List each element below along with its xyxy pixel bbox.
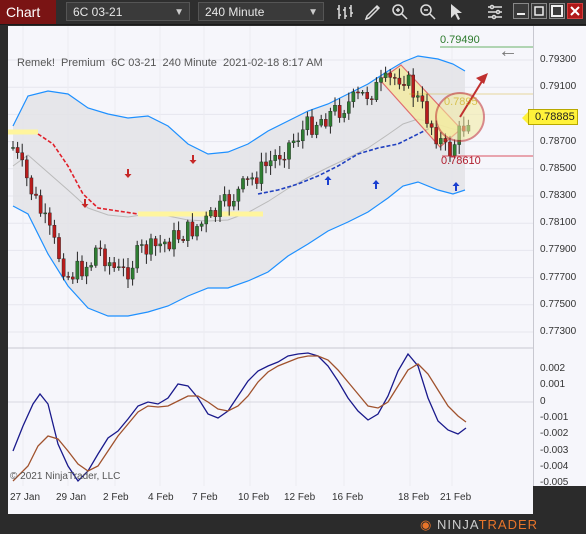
oscillator-fast-line bbox=[12, 352, 467, 483]
oscillator-tick-label: -0.003 bbox=[540, 444, 569, 456]
price-tick-label: 0.77300 bbox=[540, 326, 577, 337]
chevron-down-icon: ▼ bbox=[174, 7, 184, 18]
zoom-in-icon[interactable] bbox=[390, 2, 410, 22]
properties-icon[interactable] bbox=[485, 2, 505, 22]
lower-band-line bbox=[12, 181, 466, 317]
pointer-icon[interactable] bbox=[446, 2, 466, 22]
date-tick-label: 27 Jan bbox=[10, 492, 41, 503]
price-axis[interactable]: 0.793000.791000.789000.787000.785000.783… bbox=[533, 26, 586, 489]
date-tick-label: 10 Feb bbox=[238, 492, 270, 503]
channel-band-fill bbox=[13, 56, 465, 316]
oscillator-tick-label: 0.002 bbox=[540, 363, 566, 374]
price-tick-label: 0.79100 bbox=[540, 81, 577, 93]
date-tick-label: 16 Feb bbox=[332, 492, 364, 503]
price-tick-label: 0.78100 bbox=[540, 217, 577, 229]
ninjatrader-logo: ◉ NINJATRADER bbox=[420, 517, 538, 533]
restore-icon bbox=[534, 6, 544, 16]
trailing-stop-bullish bbox=[257, 123, 439, 195]
interval-label: 240 Minute bbox=[205, 5, 265, 19]
trailing-stop-bearish bbox=[37, 133, 139, 215]
date-tick-label: 12 Feb bbox=[284, 492, 316, 503]
oscillator-tick-label: -0.005 bbox=[540, 477, 569, 489]
price-tick-label: 0.77900 bbox=[540, 244, 577, 256]
back-arrow-icon[interactable]: ← bbox=[498, 40, 518, 62]
upper-level-label: 0.79490 bbox=[440, 34, 480, 46]
signal-arrows bbox=[81, 155, 460, 208]
oscillator-tick-label: 0 bbox=[540, 395, 546, 407]
chevron-down-icon: ▼ bbox=[308, 7, 318, 18]
price-tick-label: 0.79300 bbox=[540, 54, 577, 65]
date-tick-label: 18 Feb bbox=[398, 492, 430, 503]
toolbar: Chart 6C 03-21 ▼ 240 Minute ▼ bbox=[0, 0, 586, 25]
chart-tab[interactable]: Chart bbox=[0, 0, 56, 24]
instrument-selector[interactable]: 6C 03-21 ▼ bbox=[66, 2, 190, 21]
date-tick-label: 2 Feb bbox=[103, 492, 129, 503]
target-arrowhead bbox=[476, 73, 488, 84]
chart-header-label: Remek! Premium 6C 03-21 240 Minute 2021-… bbox=[17, 57, 323, 69]
date-tick-label: 7 Feb bbox=[192, 492, 218, 503]
restore-button[interactable] bbox=[531, 3, 547, 19]
upper-band-line bbox=[12, 55, 466, 155]
minimize-icon bbox=[517, 13, 525, 15]
candlesticks bbox=[11, 66, 471, 288]
date-tick-label: 29 Jan bbox=[56, 492, 87, 503]
bar-type-icon[interactable] bbox=[335, 2, 355, 22]
oscillator-tick-label: -0.002 bbox=[540, 428, 569, 440]
oscillator-tick-label: 0.001 bbox=[540, 379, 566, 391]
maximize-icon bbox=[551, 5, 563, 17]
instrument-label: 6C 03-21 bbox=[73, 5, 123, 19]
last-price-flag: 0.78885 bbox=[522, 109, 578, 125]
price-tick-label: 0.78500 bbox=[540, 162, 577, 174]
chart-panel[interactable]: Remek! Premium 6C 03-21 240 Minute 2021-… bbox=[8, 26, 576, 486]
zoom-out-icon[interactable] bbox=[418, 2, 438, 22]
minimize-button[interactable] bbox=[513, 3, 529, 19]
logo-mark-icon: ◉ bbox=[420, 517, 433, 532]
price-tick-label: 0.77500 bbox=[540, 298, 577, 310]
interval-selector[interactable]: 240 Minute ▼ bbox=[198, 2, 324, 21]
drawing-tool-icon[interactable] bbox=[363, 2, 383, 22]
mid-level-label: 0.7895 bbox=[444, 96, 478, 108]
date-axis[interactable]: 27 Jan 29 Jan 2 Feb 4 Feb 7 Feb 10 Feb 12 Feb 1… bbox=[8, 486, 533, 514]
maximize-button[interactable] bbox=[549, 3, 565, 19]
logo-text-first: NINJA bbox=[436, 517, 479, 532]
price-tick-label: 0.78300 bbox=[540, 190, 577, 201]
target-arrow bbox=[459, 77, 485, 118]
price-tick-label: 0.78700 bbox=[540, 135, 577, 147]
chart-canvas[interactable] bbox=[8, 26, 533, 486]
date-tick-label: 4 Feb bbox=[148, 492, 174, 503]
date-tick-label: 21 Feb bbox=[440, 492, 472, 503]
oscillator-slow-line bbox=[12, 355, 467, 482]
copyright-text: © 2021 NinjaTrader, LLC bbox=[10, 471, 121, 482]
lower-level-label: 0.78610 bbox=[441, 155, 481, 167]
oscillator-tick-label: -0.001 bbox=[540, 411, 569, 423]
oscillator-tick-label: -0.004 bbox=[540, 460, 569, 472]
logo-text-second: TRADER bbox=[478, 517, 539, 532]
price-tick-label: 0.77700 bbox=[540, 271, 577, 283]
close-icon bbox=[570, 6, 580, 16]
close-button[interactable] bbox=[567, 3, 583, 19]
footer: ◉ NINJATRADER bbox=[0, 514, 586, 534]
